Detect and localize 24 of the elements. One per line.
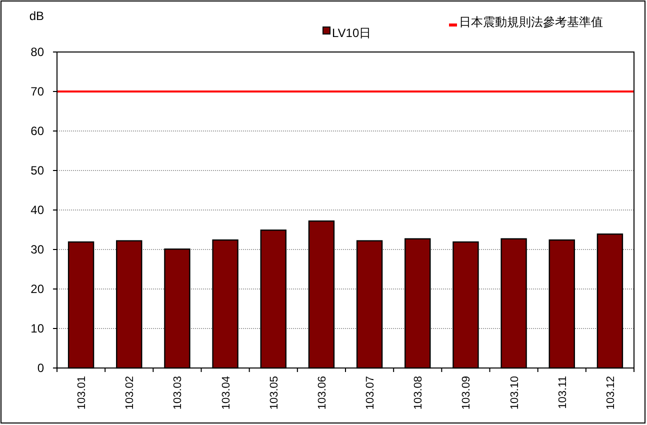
x-tick-label: 103.10 bbox=[508, 376, 521, 410]
y-axis-title: dB bbox=[29, 9, 44, 23]
y-tick-label: 40 bbox=[30, 203, 44, 217]
y-tick-label: 30 bbox=[30, 242, 44, 256]
y-tick-label: 0 bbox=[37, 361, 44, 375]
x-tick-label: 103.01 bbox=[76, 376, 88, 410]
y-tick-label: 60 bbox=[30, 124, 44, 138]
x-tick-label: 103.08 bbox=[412, 376, 425, 410]
y-tick-label: 50 bbox=[30, 164, 44, 178]
y-tick-label: 20 bbox=[30, 282, 44, 296]
x-tick-label: 103.11 bbox=[556, 376, 569, 409]
y-tick-label: 80 bbox=[30, 45, 44, 59]
x-tick-label: 103.12 bbox=[604, 376, 617, 410]
x-tick-label: 103.06 bbox=[316, 376, 328, 410]
y-tick-label: 70 bbox=[30, 84, 44, 98]
x-tick-label: 103.09 bbox=[460, 376, 473, 410]
x-tick-label: 103.07 bbox=[364, 376, 377, 410]
legend-label: LV10日 bbox=[332, 26, 372, 40]
x-tick-label: 103.05 bbox=[268, 376, 280, 410]
legend-label: 日本震動規則法參考基準值 bbox=[459, 15, 603, 29]
x-tick-label: 103.04 bbox=[220, 376, 232, 410]
x-tick-label: 103.03 bbox=[172, 376, 184, 410]
x-tick-label: 103.02 bbox=[124, 376, 136, 410]
y-tick-label: 10 bbox=[30, 322, 44, 336]
